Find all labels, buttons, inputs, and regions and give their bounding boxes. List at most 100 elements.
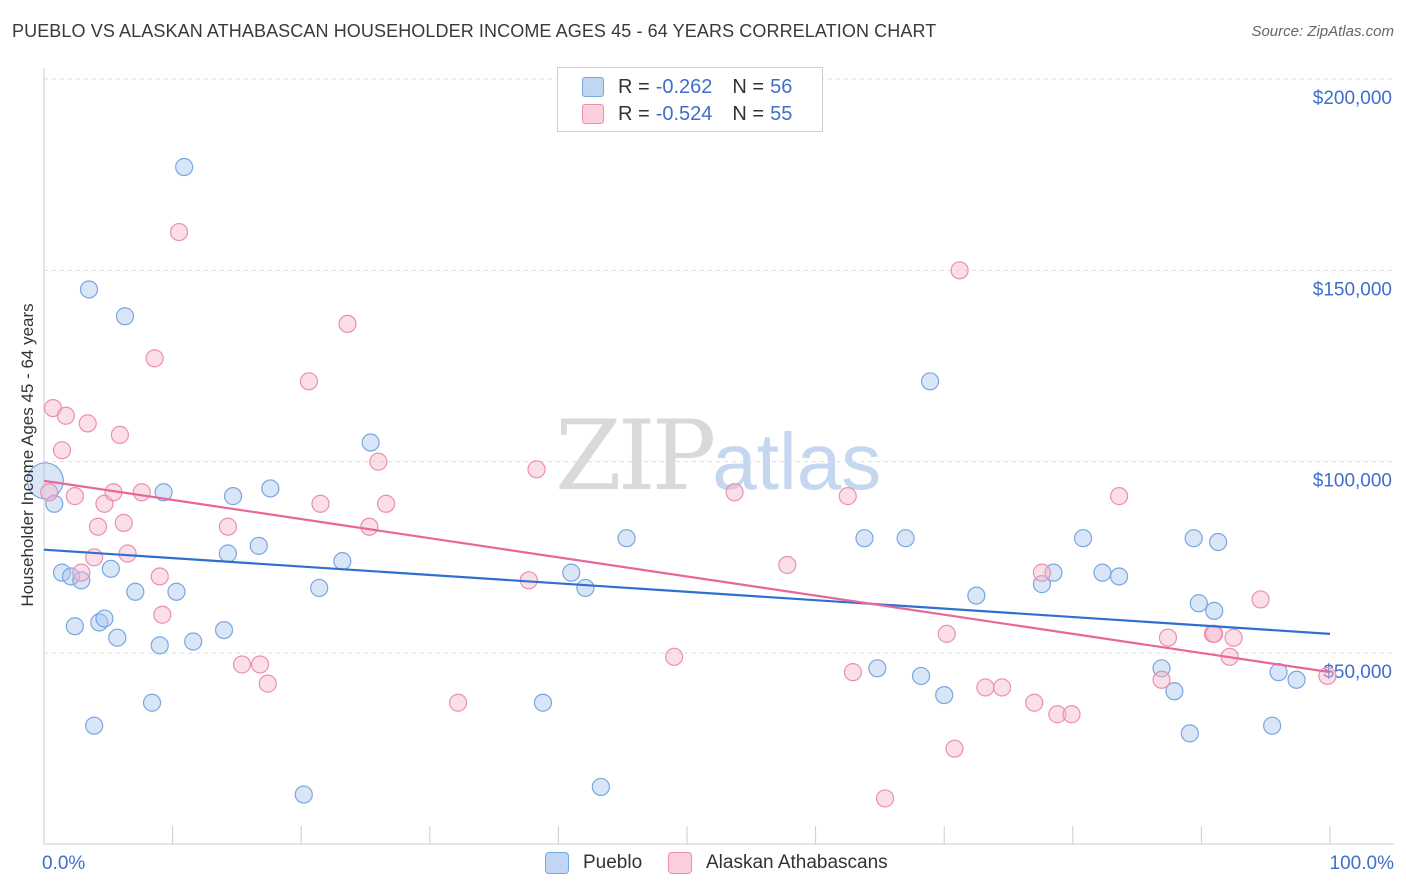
data-point-pueblo (1287, 670, 1306, 689)
data-point-pueblo (79, 280, 99, 299)
series-swatch-pueblo (545, 852, 569, 874)
data-point-athabascan (85, 548, 104, 567)
data-point-pueblo (95, 609, 114, 628)
legend-r-value-pueblo: -0.262 (655, 75, 713, 98)
data-point-pueblo (361, 433, 380, 452)
data-point-pueblo (218, 544, 237, 563)
data-point-athabascan (52, 441, 72, 460)
data-point-athabascan (1152, 670, 1171, 689)
data-point-athabascan (72, 563, 91, 582)
data-point-athabascan (118, 544, 137, 563)
legend-row-athabascan: R = -0.524 N = 55 (582, 102, 792, 126)
legend-n-label: N = (732, 102, 765, 125)
legend-r-label: R = (618, 75, 650, 98)
data-point-pueblo (310, 578, 329, 598)
data-point-pueblo (150, 636, 169, 655)
y-tick-label: $100,000 (1313, 471, 1392, 492)
data-point-pueblo (154, 483, 173, 502)
data-point-athabascan (258, 674, 277, 693)
watermark-zip: ZIP (555, 400, 716, 512)
data-point-pueblo (175, 157, 194, 177)
data-point-athabascan (153, 605, 172, 624)
data-point-pueblo (223, 487, 243, 506)
data-point-pueblo (1180, 724, 1199, 743)
data-point-athabascan (838, 487, 857, 506)
x-tick-label: 100.0% (1330, 853, 1395, 874)
data-point-athabascan (843, 663, 862, 682)
data-point-athabascan (65, 487, 84, 506)
data-point-athabascan (1062, 705, 1081, 724)
data-point-pueblo (1165, 682, 1184, 701)
data-point-pueblo (1093, 563, 1112, 582)
data-point-pueblo (868, 659, 887, 678)
data-point-pueblo (108, 628, 127, 647)
data-point-athabascan (145, 349, 164, 368)
trend-line-pueblo (43, 548, 1331, 635)
data-point-athabascan (875, 789, 895, 808)
data-point-pueblo (855, 529, 874, 548)
data-point-athabascan (250, 655, 270, 674)
data-point-athabascan (665, 647, 684, 666)
data-point-athabascan (1251, 590, 1270, 609)
data-point-pueblo (65, 617, 84, 636)
data-point-athabascan (937, 624, 956, 643)
data-point-athabascan (218, 517, 237, 536)
data-point-pueblo (249, 536, 268, 555)
data-point-pueblo (920, 372, 940, 391)
legend-swatch-athabascan (582, 104, 604, 124)
correlation-legend: R = -0.262 N = 56 R = -0.524 N = 55 (557, 67, 823, 132)
legend-swatch-pueblo (582, 77, 604, 97)
data-point-pueblo (617, 529, 636, 548)
x-tick-label: 0.0% (42, 853, 85, 874)
data-point-pueblo (61, 567, 81, 586)
data-point-pueblo (911, 666, 931, 686)
data-point-athabascan (376, 494, 396, 513)
data-point-athabascan (950, 261, 969, 280)
data-point-athabascan (992, 678, 1012, 697)
data-point-pueblo (1263, 716, 1282, 735)
data-point-pueblo (85, 716, 104, 735)
data-point-pueblo (72, 571, 91, 590)
data-point-pueblo (52, 563, 72, 582)
y-axis-label: Householder Income Ages 45 - 64 years (18, 303, 37, 607)
data-point-athabascan (169, 222, 189, 242)
series-legend-pueblo[interactable]: Pueblo (545, 852, 642, 874)
data-point-athabascan (88, 517, 108, 536)
data-point-pueblo (533, 693, 553, 712)
legend-n-value-athabascan: 55 (770, 102, 793, 125)
data-point-athabascan (56, 406, 75, 425)
source-credit: Source: ZipAtlas.com (1251, 23, 1394, 40)
data-point-pueblo (45, 494, 64, 513)
data-point-athabascan (132, 483, 151, 502)
data-point-athabascan (1205, 624, 1224, 643)
data-point-pueblo (333, 552, 352, 571)
legend-r-label: R = (618, 102, 650, 125)
data-point-athabascan (1032, 563, 1052, 582)
legend-r-value-athabascan: -0.524 (655, 102, 713, 125)
data-point-athabascan (360, 517, 379, 536)
data-point-pueblo (1189, 594, 1208, 613)
data-point-pueblo (562, 563, 581, 582)
legend-row-pueblo: R = -0.262 N = 56 (582, 75, 792, 99)
data-point-pueblo (214, 620, 234, 640)
data-point-athabascan (114, 513, 133, 532)
chart-title: PUEBLO VS ALASKAN ATHABASCAN HOUSEHOLDER… (12, 21, 937, 41)
series-name-pueblo: Pueblo (583, 852, 643, 873)
data-point-pueblo (115, 307, 135, 326)
data-point-athabascan (1109, 487, 1129, 506)
data-point-athabascan (1224, 628, 1243, 647)
data-point-pueblo (1073, 529, 1093, 548)
data-point-athabascan (40, 483, 59, 502)
data-point-athabascan (369, 452, 388, 471)
data-point-pueblo (576, 578, 595, 598)
data-point-pueblo (935, 685, 954, 705)
series-legend: Pueblo Alaskan Athabascans (0, 852, 1406, 876)
data-point-athabascan (976, 678, 995, 697)
series-name-athabascan: Alaskan Athabascans (706, 852, 888, 873)
data-point-athabascan (1158, 628, 1178, 647)
data-point-athabascan (725, 483, 744, 502)
legend-n-label: N = (732, 75, 765, 98)
series-legend-athabascan[interactable]: Alaskan Athabascans (668, 852, 888, 874)
data-point-athabascan (232, 655, 252, 674)
